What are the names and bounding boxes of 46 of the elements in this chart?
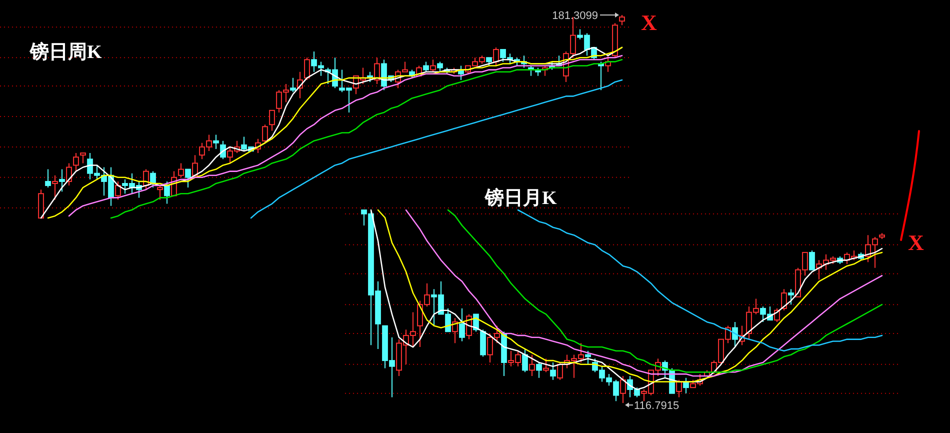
candlestick <box>585 350 591 365</box>
candlestick <box>150 170 156 188</box>
candlestick <box>115 180 121 200</box>
candlestick <box>529 354 535 376</box>
candlestick <box>676 379 682 398</box>
candlestick <box>213 134 219 150</box>
candlestick <box>304 57 310 80</box>
candlestick <box>290 77 296 93</box>
candlestick <box>73 152 79 172</box>
candlestick <box>788 288 794 306</box>
candlestick <box>164 180 170 204</box>
candlestick <box>732 321 738 348</box>
candlestick <box>619 14 625 26</box>
chart-title: 镑日月K <box>484 187 557 209</box>
candlestick <box>543 358 549 373</box>
text: X <box>641 10 657 35</box>
candlestick <box>423 61 429 72</box>
candlestick <box>430 59 436 72</box>
candlestick <box>262 124 268 144</box>
candlestick <box>781 288 787 311</box>
candlestick <box>192 154 198 178</box>
candlestick <box>494 325 500 344</box>
candlestick <box>459 308 465 342</box>
candlestick <box>487 333 493 363</box>
candlestick <box>80 152 86 164</box>
candlestick <box>185 168 191 188</box>
candlestick <box>493 46 499 66</box>
candlestick <box>620 375 626 404</box>
candlestick <box>52 174 58 200</box>
candlestick <box>269 110 275 132</box>
candlestick <box>480 329 486 358</box>
text: X <box>908 230 924 255</box>
candlestick <box>59 168 65 192</box>
text: 镑日周K <box>29 41 102 63</box>
candlestick <box>550 362 556 380</box>
candlestick <box>557 362 563 380</box>
candlestick <box>45 168 51 188</box>
annotation: 116.7915 <box>634 400 680 412</box>
candlestick <box>157 185 163 200</box>
candlestick <box>536 362 542 378</box>
candlestick <box>809 250 815 270</box>
annotation: 181.3099 <box>552 10 598 22</box>
candlestick <box>437 61 443 72</box>
candlestick <box>178 162 184 178</box>
candlestick <box>374 57 380 85</box>
candlestick <box>522 348 528 373</box>
